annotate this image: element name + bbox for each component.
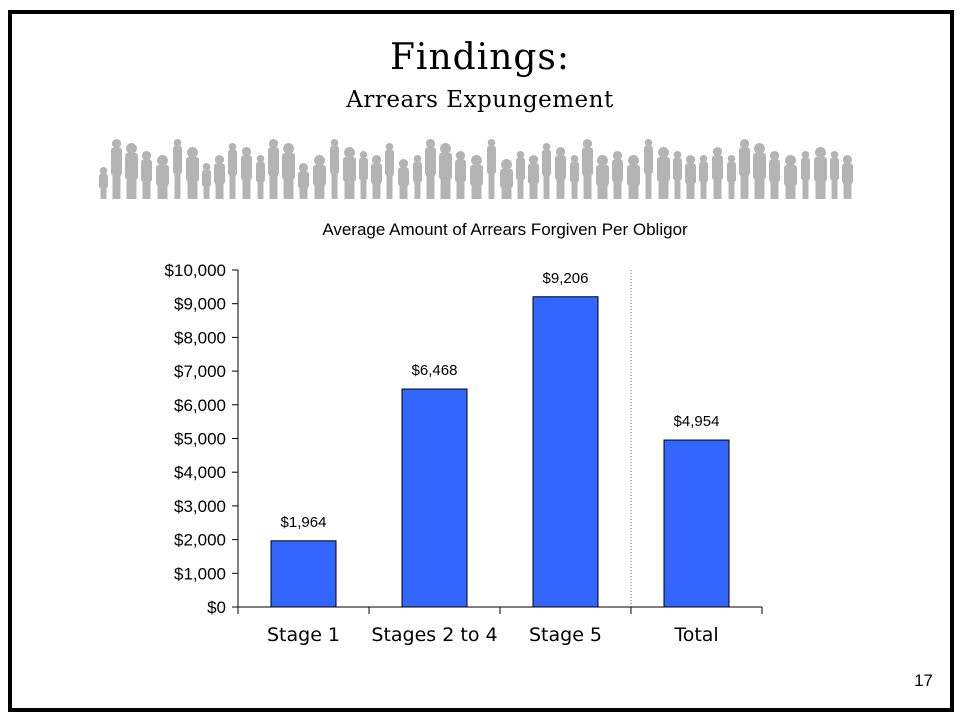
y-tick-label: $5,000 <box>174 430 226 449</box>
bar <box>532 296 599 608</box>
y-tick-label: $0 <box>207 598 226 617</box>
slide-frame <box>8 10 954 712</box>
y-tick-label: $6,000 <box>174 396 226 415</box>
x-category-label: Stages 2 to 4 <box>371 624 497 646</box>
page-number: 17 <box>914 671 933 690</box>
y-tick-label: $2,000 <box>174 531 226 550</box>
x-category-label: Stage 1 <box>267 624 340 646</box>
bar <box>401 388 468 608</box>
bar <box>663 439 730 608</box>
y-tick-label: $1,000 <box>174 564 226 583</box>
y-tick-label: $4,000 <box>174 463 226 482</box>
x-category-label: Stage 5 <box>529 624 602 646</box>
bar-value-label: $9,206 <box>543 270 589 287</box>
bar-value-label: $4,954 <box>674 413 720 430</box>
crowd-silhouette-icon <box>99 139 853 199</box>
y-tick-label: $3,000 <box>174 497 226 516</box>
slide-title: Findings: <box>389 37 571 78</box>
bar-value-label: $6,468 <box>412 362 458 379</box>
chart-title: Average Amount of Arrears Forgiven Per O… <box>322 220 688 239</box>
bar <box>270 540 337 608</box>
x-category-label: Total <box>673 624 718 646</box>
y-tick-label: $10,000 <box>165 261 226 280</box>
y-tick-label: $9,000 <box>174 295 226 314</box>
y-tick-label: $8,000 <box>174 328 226 347</box>
slide-subtitle: Arrears Expungement <box>346 87 614 113</box>
y-tick-label: $7,000 <box>174 362 226 381</box>
bar-value-label: $1,964 <box>281 514 327 531</box>
